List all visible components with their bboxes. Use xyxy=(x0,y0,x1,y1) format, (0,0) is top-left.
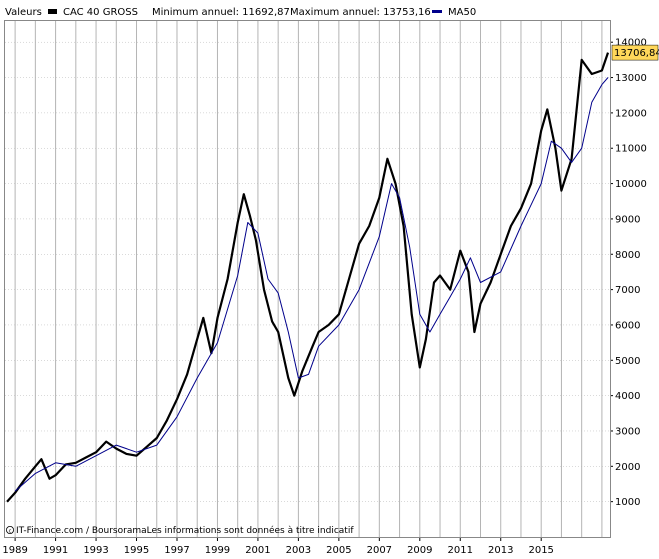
x-tick-label: 2013 xyxy=(488,545,513,556)
legend: Valeurs CAC 40 GROSS Minimum annuel: 116… xyxy=(5,7,476,18)
x-tick-label: 2005 xyxy=(326,545,351,556)
x-tick-label: 2009 xyxy=(407,545,432,556)
legend-series-label: CAC 40 GROSS xyxy=(63,7,138,18)
last-value-label: 13706,84 xyxy=(614,48,659,59)
last-value-background xyxy=(611,44,659,61)
last-value-marker: 13706,84 xyxy=(611,44,659,61)
grid-lines xyxy=(5,21,610,537)
y-tick-label: 3000 xyxy=(615,426,640,437)
x-tick-label: 2015 xyxy=(528,545,553,556)
y-tick-label: 11000 xyxy=(615,144,647,155)
credit-text: IT-Finance.com / BoursoramaLes informati… xyxy=(16,525,354,536)
x-tick-label: 1997 xyxy=(164,545,189,556)
x-tick-label: 2011 xyxy=(448,545,473,556)
x-tick-label: 1989 xyxy=(2,545,27,556)
y-tick-label: 1000 xyxy=(615,497,640,508)
y-tick-label: 9000 xyxy=(615,214,640,225)
y-tick-label: 12000 xyxy=(615,108,647,119)
tick-labels: 1989 1991 1993 1995 1997 1999 2001 2003 2005 2007… xyxy=(2,38,646,556)
y-tick-label: 7000 xyxy=(615,285,640,296)
y-tick-label: 6000 xyxy=(615,320,640,331)
legend-values-label: Valeurs xyxy=(5,7,42,18)
y-tick-label: 5000 xyxy=(615,356,640,367)
y-tick-label: 14000 xyxy=(615,38,647,49)
x-tick-label: 2001 xyxy=(245,545,270,556)
copyright-icon: c xyxy=(6,526,14,534)
y-tick-label: 4000 xyxy=(615,391,640,402)
x-tick-label: 1999 xyxy=(205,545,230,556)
credit-line: c IT-Finance.com / BoursoramaLes informa… xyxy=(6,525,354,536)
plot-frame xyxy=(4,20,611,538)
x-tick-label: 1993 xyxy=(83,545,108,556)
x-tick-label: 1995 xyxy=(124,545,149,556)
ma50-legend-swatch xyxy=(432,10,442,13)
y-tick-label: 10000 xyxy=(615,179,647,190)
y-tick-label: 8000 xyxy=(615,250,640,261)
svg-text:c: c xyxy=(9,528,12,534)
ma50-line xyxy=(14,77,609,492)
legend-ma-label: MA50 xyxy=(448,7,476,18)
x-tick-label: 2007 xyxy=(367,545,392,556)
legend-max-label: Maximum annuel: 13753,16 xyxy=(290,7,431,18)
price-line xyxy=(6,52,610,503)
x-tick-label: 1991 xyxy=(43,545,68,556)
y-tick-label: 13000 xyxy=(615,73,647,84)
price-legend-swatch xyxy=(48,9,57,14)
series-layer xyxy=(6,52,610,503)
legend-min-label: Minimum annuel: 11692,87 xyxy=(152,7,290,18)
y-tick-label: 2000 xyxy=(615,462,640,473)
x-tick-label: 2003 xyxy=(286,545,311,556)
